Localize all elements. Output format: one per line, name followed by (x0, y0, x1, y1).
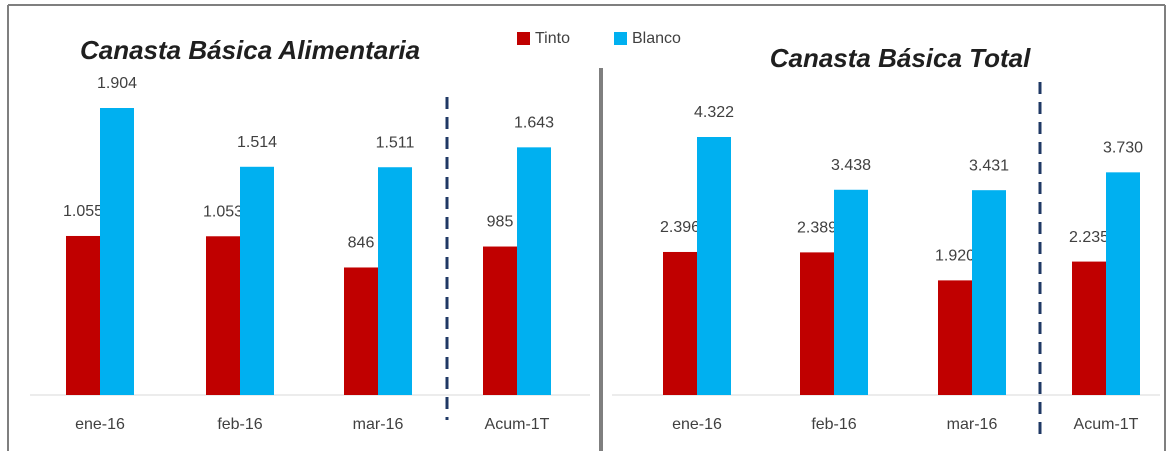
legend-label: Blanco (632, 30, 681, 47)
bar (938, 280, 972, 395)
x-tick-label: feb-16 (217, 416, 262, 433)
data-label: 985 (487, 214, 514, 231)
bar (800, 252, 834, 395)
data-label: 1.053 (203, 203, 243, 220)
bar (240, 166, 274, 395)
data-label: 1.643 (514, 115, 554, 132)
x-tick-label: ene-16 (672, 416, 722, 433)
data-label: 3.438 (831, 157, 871, 174)
x-tick-label: mar-16 (947, 416, 998, 433)
data-label: 1.511 (376, 134, 415, 151)
data-label: 3.431 (969, 157, 1009, 174)
x-tick-label: mar-16 (353, 416, 404, 433)
bar (517, 147, 551, 395)
chart-title: Canasta Básica Alimentaria (80, 35, 420, 65)
bar (483, 246, 517, 395)
bar (206, 236, 240, 395)
data-label: 846 (348, 235, 375, 252)
bar (1072, 261, 1106, 395)
data-label: 1.920 (935, 248, 975, 265)
bar (100, 108, 134, 395)
data-label: 1.904 (97, 75, 137, 92)
data-label: 3.730 (1103, 140, 1143, 157)
x-tick-label: Acum-1T (1074, 416, 1139, 433)
legend-swatch (517, 32, 530, 45)
bar (972, 190, 1006, 395)
data-label: 2.389 (797, 220, 837, 237)
legend-swatch (614, 32, 627, 45)
bar (1106, 172, 1140, 395)
bar (378, 167, 412, 395)
bar (697, 137, 731, 395)
bar (834, 189, 868, 395)
data-label: 2.396 (660, 219, 700, 236)
x-tick-label: ene-16 (75, 416, 125, 433)
data-label: 2.235 (1069, 229, 1109, 246)
x-tick-label: Acum-1T (485, 416, 550, 433)
bar (344, 267, 378, 395)
x-tick-label: feb-16 (811, 416, 856, 433)
data-label: 4.322 (694, 104, 734, 121)
legend-label: Tinto (535, 30, 570, 47)
data-label: 1.055 (63, 203, 103, 220)
chart-title: Canasta Básica Total (770, 43, 1031, 73)
bar (663, 251, 697, 395)
data-label: 1.514 (237, 134, 277, 151)
bar (66, 235, 100, 395)
